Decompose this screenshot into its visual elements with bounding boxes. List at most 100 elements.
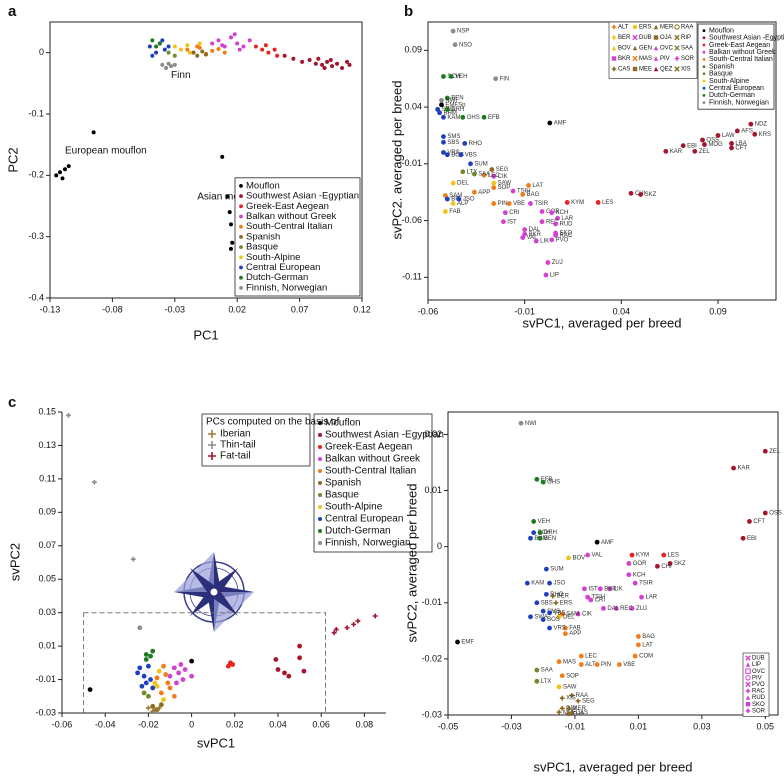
point-label: OJA <box>572 711 584 717</box>
legend-marker <box>702 36 706 40</box>
legend-marker <box>702 29 706 32</box>
x-tick-label: -0.01 <box>514 306 535 316</box>
point <box>66 164 71 169</box>
point-label: TSIR <box>534 201 548 207</box>
point-label: SOP <box>566 673 579 679</box>
legend-marker <box>239 265 243 270</box>
legend-label: Greek-East Aegean <box>709 42 770 49</box>
point-label: SAA <box>541 668 553 674</box>
point-label: LAW <box>722 133 735 139</box>
point-label: ZUJ <box>636 606 647 612</box>
point <box>547 580 552 586</box>
point-label: PVO <box>556 237 569 243</box>
point-label: SWA <box>534 614 547 620</box>
point <box>297 643 302 649</box>
point-label: SUM <box>550 567 563 573</box>
point <box>220 43 225 48</box>
legend-marker <box>318 421 322 425</box>
point-label: KAR <box>670 149 683 155</box>
point <box>550 593 556 599</box>
point <box>171 693 177 699</box>
x-tick-label: 0.05 <box>757 721 775 731</box>
point-label: CFT <box>753 519 765 525</box>
point <box>539 219 545 225</box>
point <box>210 41 215 46</box>
point <box>752 131 758 137</box>
symbol-legend-label: OVC <box>660 46 674 52</box>
point <box>502 210 508 216</box>
point-label: CIK <box>498 174 508 180</box>
point-label: FIN <box>500 76 510 82</box>
point <box>534 667 540 673</box>
x-axis-label: svPC1 <box>197 735 235 750</box>
point-label: DRH <box>451 107 464 113</box>
point <box>161 663 166 669</box>
symbol-legend-marker <box>611 35 617 40</box>
legend-label: Spanish <box>709 63 734 70</box>
point <box>472 189 477 195</box>
point <box>585 552 591 558</box>
point <box>228 246 233 251</box>
legend-marker <box>239 194 243 199</box>
point <box>178 662 184 667</box>
point-label: SKZ <box>674 561 686 567</box>
point <box>340 66 345 70</box>
legend-label: South-Central Italian <box>709 56 773 63</box>
legend-marker <box>239 214 243 219</box>
point <box>297 655 302 661</box>
y-tick-label: -0.02 <box>421 653 442 663</box>
point-label: TSIH <box>517 189 531 195</box>
zoom-region <box>83 612 326 714</box>
x-tick-label: 0.06 <box>312 719 330 729</box>
symbol-legend-label: SOR <box>681 56 695 62</box>
legend-marker <box>702 50 706 54</box>
y-tick-label: -0.01 <box>35 674 56 684</box>
point <box>489 167 495 172</box>
point <box>588 597 594 603</box>
point <box>228 660 233 666</box>
legend-label: Central European <box>709 85 764 92</box>
symbol-legend-label: OVC <box>752 669 766 675</box>
legend-label: Southwest Asian -Egyptian <box>246 191 359 202</box>
point <box>537 535 543 541</box>
point <box>540 617 546 623</box>
point <box>322 66 327 70</box>
point <box>344 625 350 631</box>
point <box>534 600 540 606</box>
x-tick-label: 0.04 <box>613 306 631 316</box>
point <box>578 653 584 659</box>
point <box>559 673 565 679</box>
legend-label: Central European <box>246 262 320 273</box>
point <box>569 692 575 698</box>
point-label: BKR <box>529 232 542 238</box>
y-tick-label: 0.13 <box>38 440 56 450</box>
x-tick-label: 0.03 <box>693 721 711 731</box>
point <box>191 50 196 55</box>
point-label: EFB <box>488 115 500 121</box>
point <box>547 625 552 631</box>
point-label: SCH <box>447 74 460 80</box>
point <box>150 708 156 714</box>
point <box>540 479 546 485</box>
legend-label: Southwest Asian -Egyptian <box>709 35 784 42</box>
y-tick-label: 0.01 <box>424 485 442 495</box>
point-label: KAR <box>737 466 750 472</box>
symbol-legend-label: QEZ <box>660 67 673 73</box>
point <box>195 53 200 58</box>
point <box>506 201 512 206</box>
symbol-legend-marker <box>632 45 638 51</box>
symbol-legend-marker <box>745 662 751 667</box>
point-label: PIN <box>498 201 508 207</box>
symbol-legend-label: LIP <box>752 662 761 668</box>
x-tick-label: 0.04 <box>269 719 287 729</box>
point-label: EMFSp <box>445 102 466 108</box>
point <box>575 698 581 704</box>
point <box>629 552 635 558</box>
point-label: ZUJ <box>552 260 563 266</box>
legend-label: Mouflon <box>709 27 734 34</box>
symbol-legend-marker <box>745 688 751 694</box>
point <box>491 201 497 206</box>
legend-marker <box>318 433 322 437</box>
legend-marker <box>239 245 243 250</box>
